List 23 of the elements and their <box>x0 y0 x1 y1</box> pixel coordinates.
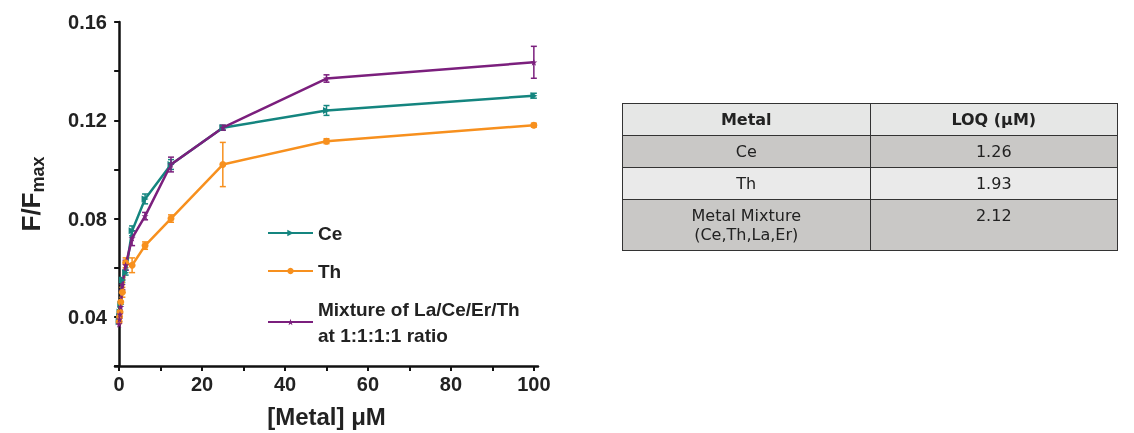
x-tick-label: 60 <box>356 373 380 395</box>
text: 2.12 <box>870 199 1118 251</box>
legend-label: Th <box>318 260 342 282</box>
x-tick-label: 100 <box>517 373 551 395</box>
y-tick-label: 0.16 <box>68 11 107 33</box>
x-tick-label: 80 <box>439 373 463 395</box>
text: Metal <box>622 103 870 136</box>
x-tick-label: 40 <box>273 373 297 395</box>
legend-label: Mixture of La/Ce/Er/Th at 1:1:1:1 ratio <box>318 298 525 346</box>
y-tick-label: 0.08 <box>68 207 107 230</box>
text: 1.26 <box>870 135 1118 168</box>
legend-label: Ce <box>318 222 343 244</box>
y-axis-title: F/Fmax <box>16 156 48 232</box>
x-tick-label: 0 <box>113 373 125 395</box>
text: 1.93 <box>870 167 1118 200</box>
y-tick-label: 0.04 <box>68 305 108 328</box>
text: Th <box>622 167 870 200</box>
text: Ce <box>622 135 870 168</box>
text: LOQ (μM) <box>870 103 1118 136</box>
x-tick-label: 20 <box>190 373 214 395</box>
y-tick-label: 0.12 <box>68 109 107 132</box>
x-axis-title: [Metal] μM <box>267 402 386 430</box>
text: Metal Mixture (Ce,Th,La,Er) <box>622 199 870 251</box>
